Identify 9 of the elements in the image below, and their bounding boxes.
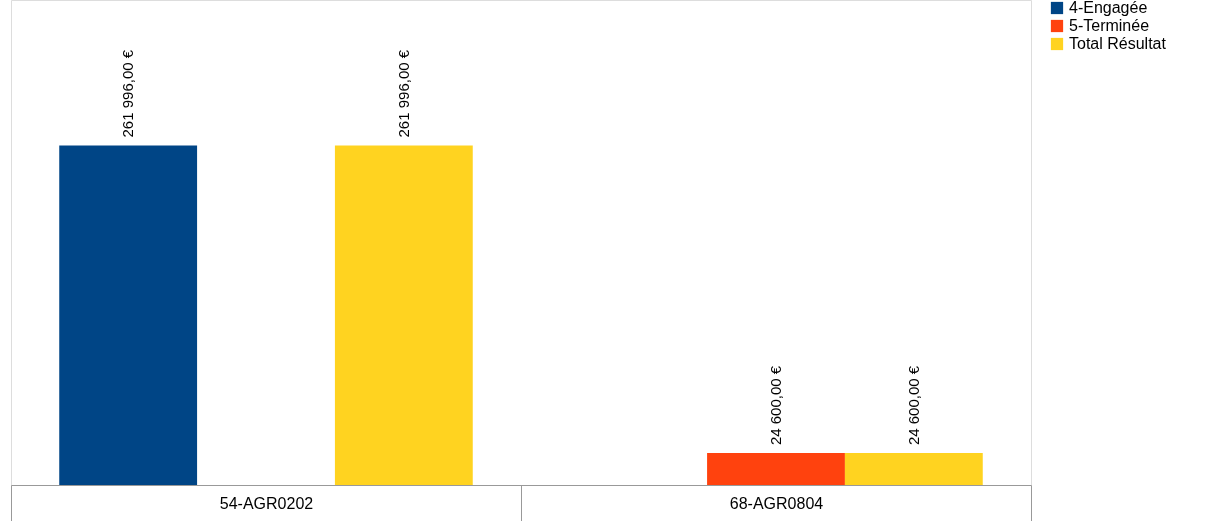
legend-label: 4-Engagée: [1069, 0, 1148, 16]
legend-label: 5-Terminée: [1069, 17, 1150, 34]
x-tick-label: 54-AGR0202: [219, 494, 314, 512]
legend-label: Total Résultat: [1069, 35, 1167, 52]
x-tick-label: 68-AGR0804: [729, 494, 824, 512]
data-label: 24 600,00 €: [904, 365, 922, 446]
data-label: 261 996,00 €: [394, 49, 412, 138]
data-label: 261 996,00 €: [119, 49, 137, 138]
data-label: 24 600,00 €: [767, 365, 784, 446]
